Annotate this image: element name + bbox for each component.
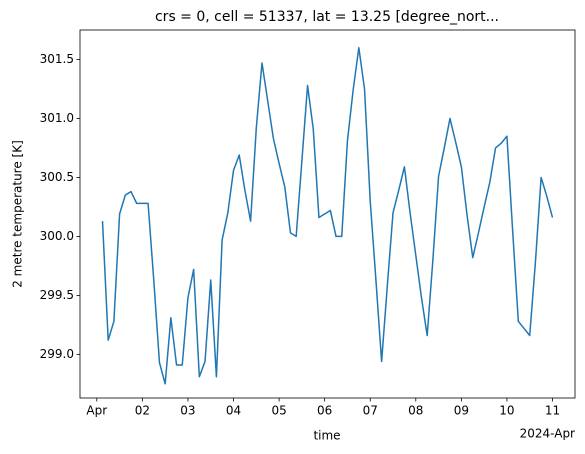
x-axis-label: time [313, 429, 340, 443]
y-axis-label: 2 metre temperature [K] [11, 140, 25, 288]
y-tick-label: 299.5 [40, 288, 74, 302]
x-tick-label: 05 [271, 404, 286, 418]
y-tick-label: 300.0 [40, 229, 74, 243]
plot-frame [79, 29, 576, 399]
x-tick-label: 03 [180, 404, 195, 418]
line [101, 46, 554, 385]
x-tick-label: Apr [86, 404, 107, 418]
y-tick-label: 299.0 [40, 347, 74, 361]
x-tick-label: 07 [363, 404, 378, 418]
x-tick-label: 02 [135, 404, 150, 418]
x-offset-label: 2024-Apr [520, 427, 575, 441]
x-tick-label: 04 [226, 404, 241, 418]
x-tick-label: 11 [545, 404, 560, 418]
y-tick-label: 301.0 [40, 111, 74, 125]
x-tick-label: 08 [408, 404, 423, 418]
x-tick-label: 06 [317, 404, 332, 418]
y-tick-label: 300.5 [40, 170, 74, 184]
y-tick-label: 301.5 [40, 52, 74, 66]
x-tick-label: 10 [499, 404, 514, 418]
chart-title: crs = 0, cell = 51337, lat = 13.25 [degr… [155, 9, 499, 25]
x-tick-label: 09 [454, 404, 469, 418]
